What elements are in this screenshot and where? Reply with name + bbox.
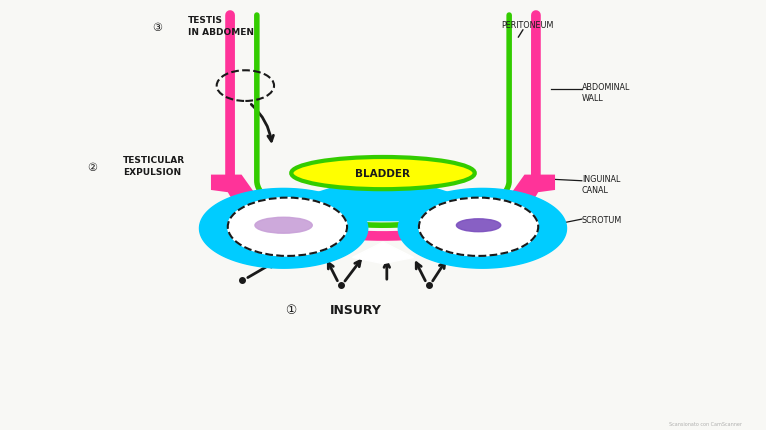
Polygon shape (199, 189, 368, 269)
Polygon shape (352, 243, 414, 264)
Polygon shape (419, 198, 538, 256)
Ellipse shape (457, 219, 501, 232)
Polygon shape (398, 189, 567, 269)
Polygon shape (211, 175, 257, 197)
Text: INGUINAL
CANAL: INGUINAL CANAL (582, 174, 620, 194)
Text: TESTICULAR
EXPULSION: TESTICULAR EXPULSION (123, 156, 185, 176)
Text: PERITONEUM: PERITONEUM (502, 21, 554, 30)
Ellipse shape (291, 158, 475, 190)
Text: SCROTUM: SCROTUM (582, 215, 622, 224)
Text: BLADDER: BLADDER (355, 169, 411, 178)
Polygon shape (509, 175, 555, 197)
Text: ①: ① (286, 304, 297, 316)
Text: Scansionato con CamScanner: Scansionato con CamScanner (669, 421, 742, 426)
Polygon shape (306, 184, 460, 221)
Text: ABDOMINAL
WALL: ABDOMINAL WALL (582, 83, 630, 103)
Polygon shape (228, 198, 347, 256)
Text: ③: ③ (152, 23, 162, 33)
Text: ②: ② (87, 163, 97, 172)
Ellipse shape (255, 218, 313, 233)
Text: INSURY: INSURY (329, 304, 381, 316)
Text: TESTIS
IN ABDOMEN: TESTIS IN ABDOMEN (188, 16, 254, 37)
